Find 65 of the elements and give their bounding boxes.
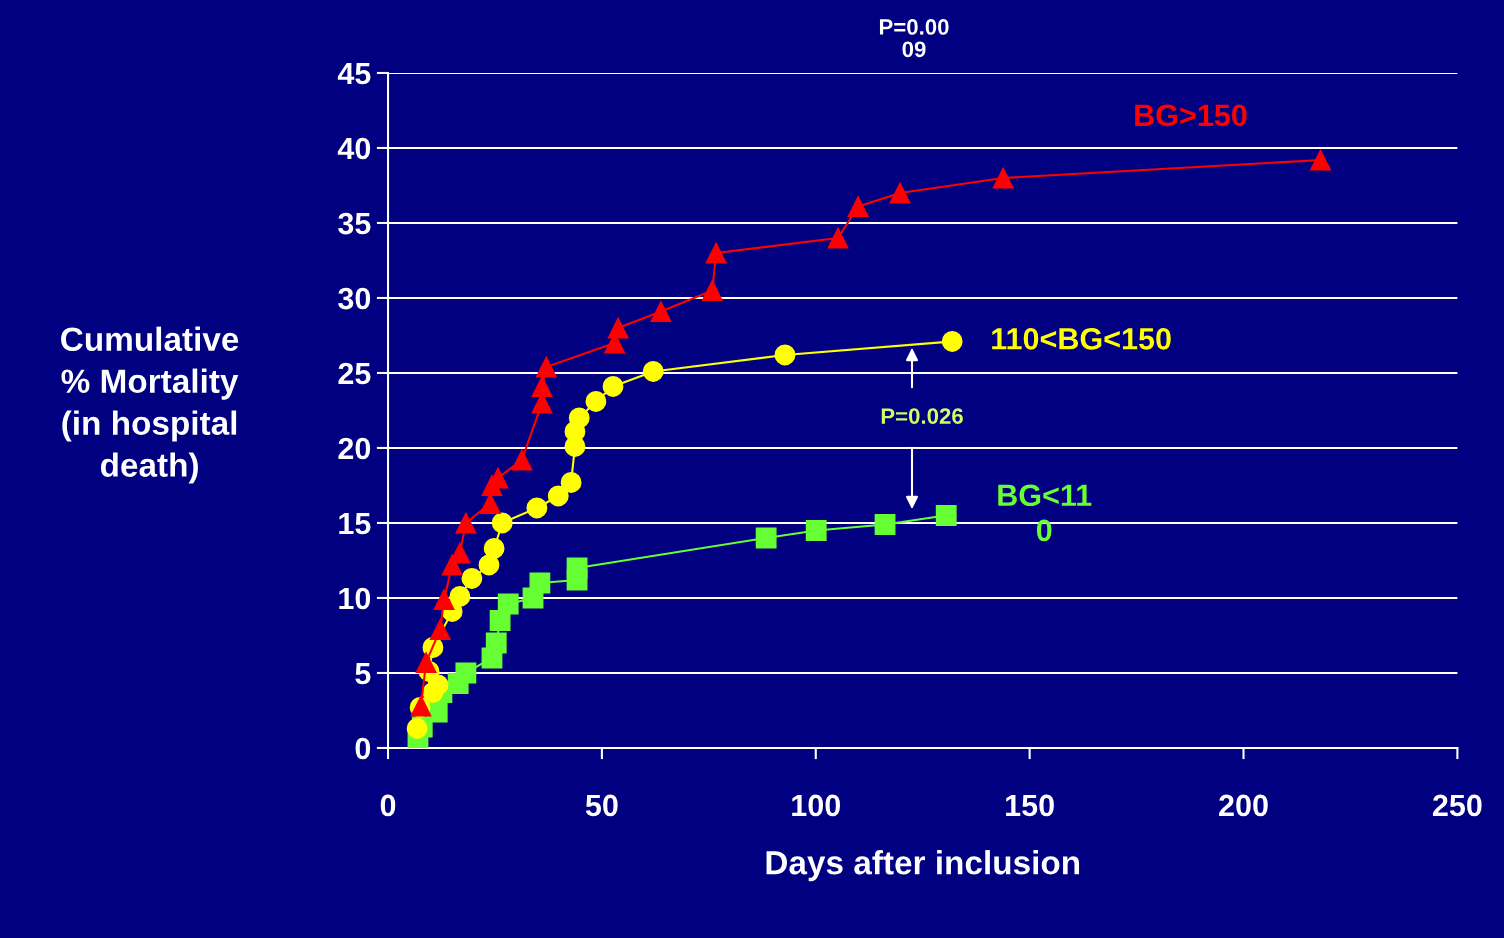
point <box>847 196 869 217</box>
y-tick-label: 40 <box>337 137 371 160</box>
point <box>478 554 500 576</box>
point <box>774 344 796 366</box>
point <box>705 242 727 264</box>
point <box>415 652 437 673</box>
y-tick-label: 30 <box>338 287 371 310</box>
point <box>650 301 672 322</box>
point <box>529 572 551 594</box>
point <box>935 505 957 526</box>
point <box>491 512 513 534</box>
annotation: P=0.026 <box>881 408 963 424</box>
x-axis-title: Days after inclusion <box>766 850 1080 882</box>
text: P=0.00 09 <box>879 19 949 58</box>
point <box>479 493 501 514</box>
point <box>805 520 827 541</box>
point <box>827 227 849 249</box>
point <box>755 527 777 549</box>
x-tick-label: 200 <box>1219 794 1268 817</box>
point <box>429 619 451 640</box>
point <box>874 514 896 535</box>
point <box>1310 149 1331 171</box>
point <box>497 593 519 615</box>
point <box>585 391 607 412</box>
y-tick-label: 15 <box>339 513 371 535</box>
y-axis-title: Cumulative % Mortality (in hospital death) <box>61 326 239 484</box>
series-label: BG<11 0 <box>998 484 1092 542</box>
point <box>526 497 548 519</box>
point <box>941 331 963 352</box>
point <box>461 568 483 589</box>
point <box>489 610 511 631</box>
point <box>607 317 629 339</box>
series-label: 110<BG<150 <box>992 328 1171 350</box>
point <box>531 376 553 397</box>
y-tick-label: 35 <box>338 212 371 235</box>
point <box>642 361 664 382</box>
point <box>485 632 507 654</box>
point <box>547 485 569 507</box>
point <box>560 472 582 493</box>
point <box>449 586 471 607</box>
point <box>483 538 505 559</box>
x-tick-label: 0 <box>380 794 396 817</box>
point <box>602 376 624 397</box>
y-tick-label: 20 <box>338 437 371 460</box>
y-tick-label: 45 <box>337 63 371 85</box>
x-tick-label: 100 <box>792 794 841 817</box>
point <box>535 356 557 378</box>
point <box>433 589 455 610</box>
y-tick-label: 0 <box>355 737 371 760</box>
x-tick-label: 150 <box>1006 794 1054 817</box>
point <box>568 407 590 429</box>
y-tick-label: 25 <box>338 362 371 385</box>
y-tick-label: 5 <box>355 663 371 685</box>
y-tick-label: 10 <box>339 587 371 610</box>
point <box>889 182 911 204</box>
point <box>455 512 477 534</box>
point <box>701 280 723 301</box>
x-tick-label: 50 <box>585 794 618 817</box>
x-tick-label: 250 <box>1432 794 1482 817</box>
point <box>406 718 428 739</box>
series-label: BG>150 <box>1135 104 1247 127</box>
point <box>455 662 477 684</box>
point <box>566 557 588 579</box>
point <box>992 167 1014 189</box>
point <box>511 449 533 471</box>
